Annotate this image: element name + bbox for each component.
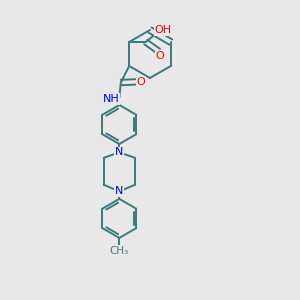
Text: O: O (155, 50, 164, 61)
Text: O: O (137, 77, 146, 87)
Text: OH: OH (154, 25, 172, 35)
Text: N: N (115, 186, 124, 197)
Text: CH₃: CH₃ (110, 245, 129, 256)
Text: N: N (115, 147, 124, 158)
Text: NH: NH (103, 94, 119, 104)
